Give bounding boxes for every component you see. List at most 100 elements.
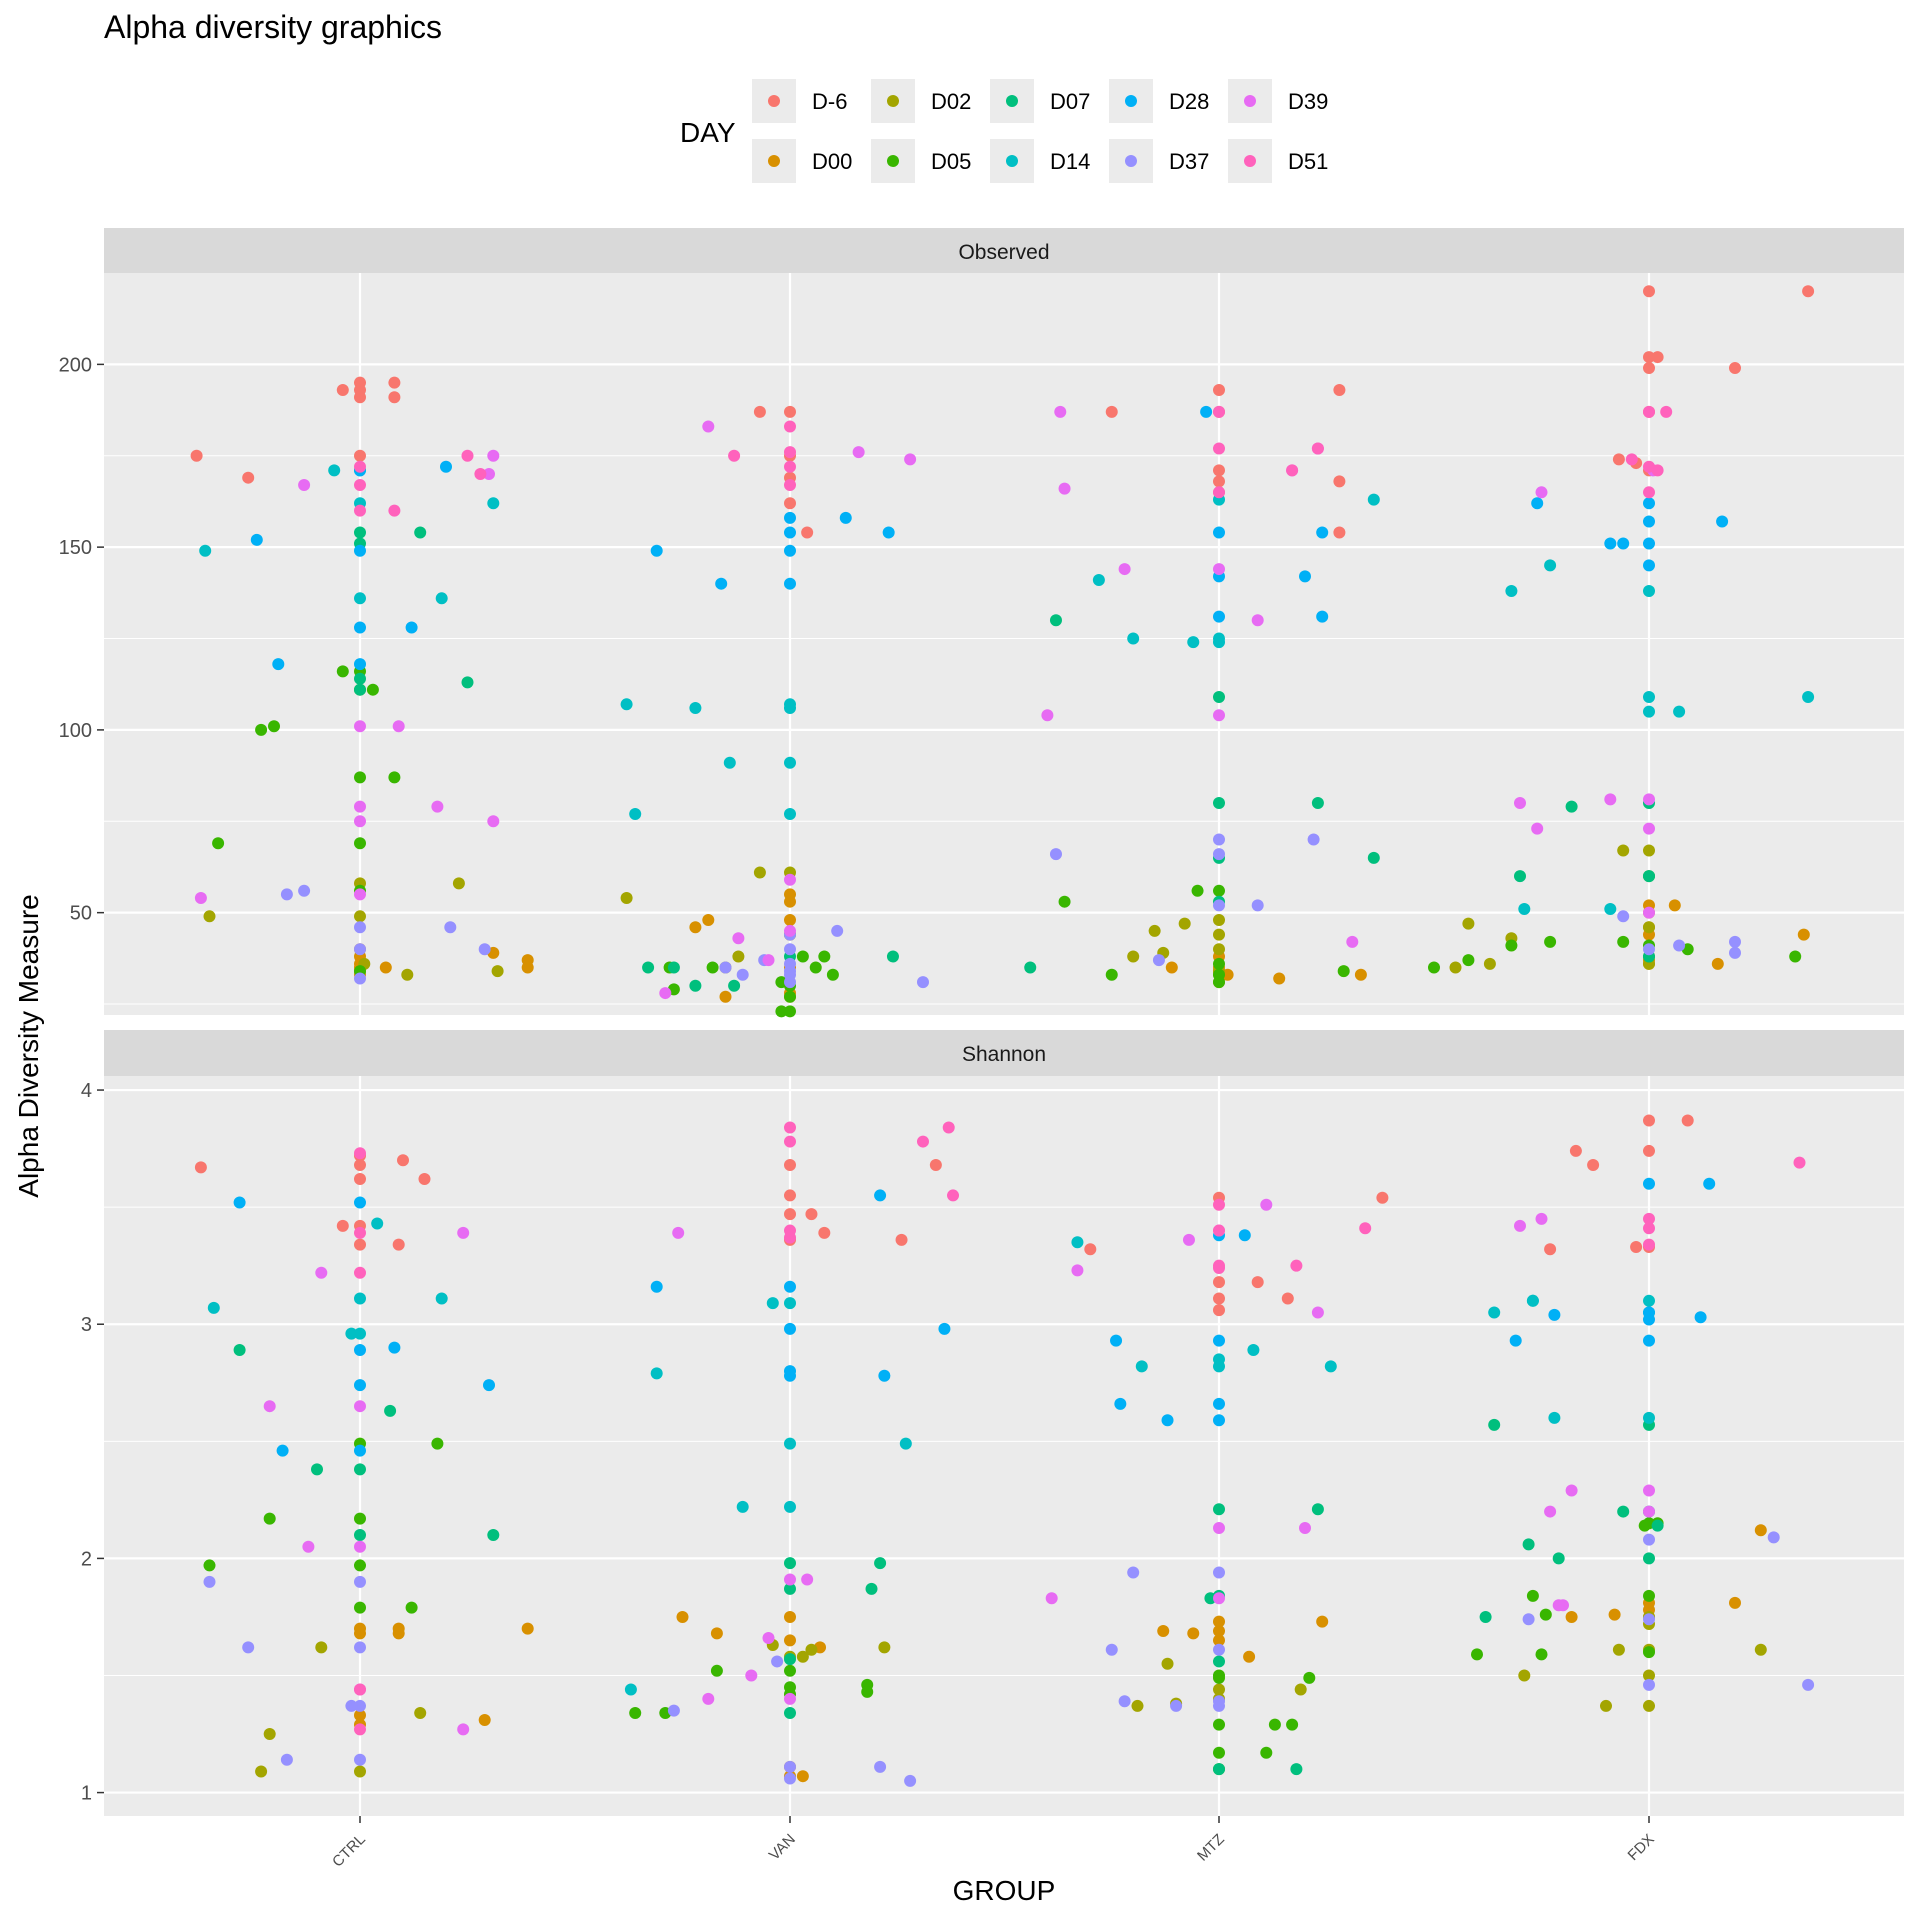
data-point (474, 468, 487, 481)
data-point (784, 420, 796, 433)
data-point (904, 453, 917, 466)
data-point (882, 526, 895, 539)
data-point (1522, 1613, 1535, 1626)
data-point (1213, 1397, 1225, 1410)
data-point (366, 683, 379, 696)
data-point (1643, 1177, 1655, 1190)
data-point (784, 943, 796, 956)
data-point (1673, 939, 1686, 952)
data-point (255, 1765, 268, 1778)
chart-title: Alpha diversity graphics (104, 9, 442, 45)
data-point (620, 698, 633, 711)
data-point (784, 1280, 796, 1293)
data-point (784, 1760, 796, 1773)
data-point (354, 1540, 366, 1553)
data-point (805, 1643, 818, 1656)
data-point (1213, 1276, 1225, 1289)
data-point (1565, 800, 1578, 813)
data-point (354, 1683, 366, 1696)
data-point (1531, 822, 1544, 835)
data-point (1643, 1212, 1655, 1225)
data-point (1625, 453, 1638, 466)
data-point (1535, 1212, 1548, 1225)
y-tick-label: 200 (59, 354, 92, 376)
data-point (784, 1437, 796, 1450)
data-point (1604, 537, 1617, 550)
data-point (1449, 961, 1462, 974)
legend-item-d00: D00 (752, 139, 852, 183)
data-point (1251, 899, 1264, 912)
data-point (1161, 1657, 1174, 1670)
data-point (1673, 705, 1686, 718)
data-point (1643, 1238, 1655, 1251)
data-point (1213, 1718, 1225, 1731)
data-point (784, 913, 796, 926)
x-tick-label: VAN (766, 1831, 799, 1864)
legend-item-d14: D14 (990, 139, 1090, 183)
data-point (1213, 1503, 1225, 1516)
data-point (878, 1369, 891, 1382)
y-tick-label: 50 (70, 903, 92, 925)
panel-shannon: Shannon 1 2 3 4 (81, 1030, 1904, 1816)
data-point (1127, 632, 1140, 645)
data-point (354, 1463, 366, 1476)
data-point (1337, 965, 1350, 978)
data-point (753, 866, 766, 879)
data-point (784, 924, 796, 937)
data-point (199, 544, 212, 557)
data-point (1565, 1610, 1578, 1623)
data-point (784, 1610, 796, 1623)
data-point (1299, 1521, 1311, 1534)
data-point (938, 1322, 951, 1335)
data-point (1110, 1334, 1123, 1347)
series-d02 (203, 844, 1655, 981)
data-point (354, 1723, 366, 1736)
data-point (784, 526, 796, 539)
data-point (710, 1627, 723, 1640)
data-point (1729, 1596, 1741, 1609)
data-point (1514, 797, 1526, 809)
data-point (311, 1463, 323, 1476)
data-point (839, 511, 852, 524)
data-point (354, 1765, 366, 1778)
data-point (280, 888, 293, 901)
data-point (1802, 285, 1815, 298)
data-point (414, 526, 427, 539)
data-point (784, 1557, 796, 1570)
data-point (1643, 486, 1655, 499)
data-point (1483, 957, 1496, 970)
data-point (878, 1641, 891, 1654)
data-point (1617, 844, 1630, 857)
data-point (1045, 1592, 1058, 1605)
data-point (1643, 870, 1655, 883)
legend-swatch (1244, 155, 1256, 167)
data-point (354, 1753, 366, 1766)
data-point (1105, 1643, 1118, 1656)
data-point (1131, 1699, 1144, 1712)
data-point (1346, 935, 1359, 948)
data-point (620, 892, 633, 905)
data-point (483, 468, 495, 481)
data-point (719, 990, 732, 1003)
data-point (784, 1189, 796, 1202)
data-point (1213, 610, 1225, 623)
data-point (1213, 526, 1225, 539)
data-point (405, 1601, 418, 1614)
data-point (1651, 1519, 1664, 1532)
data-point (1213, 1566, 1225, 1579)
data-point (1213, 976, 1225, 989)
data-point (1213, 1334, 1225, 1347)
data-point (784, 807, 796, 820)
data-point (328, 464, 341, 477)
data-point (268, 720, 280, 733)
facet-strip (104, 1030, 1904, 1076)
legend-swatch (1006, 155, 1018, 167)
data-point (1058, 482, 1071, 495)
data-point (1152, 954, 1165, 967)
data-point (784, 544, 796, 557)
data-point (1054, 405, 1067, 418)
data-point (1200, 405, 1213, 418)
data-point (715, 577, 728, 590)
data-point (1544, 1243, 1557, 1256)
data-point (1509, 1334, 1522, 1347)
